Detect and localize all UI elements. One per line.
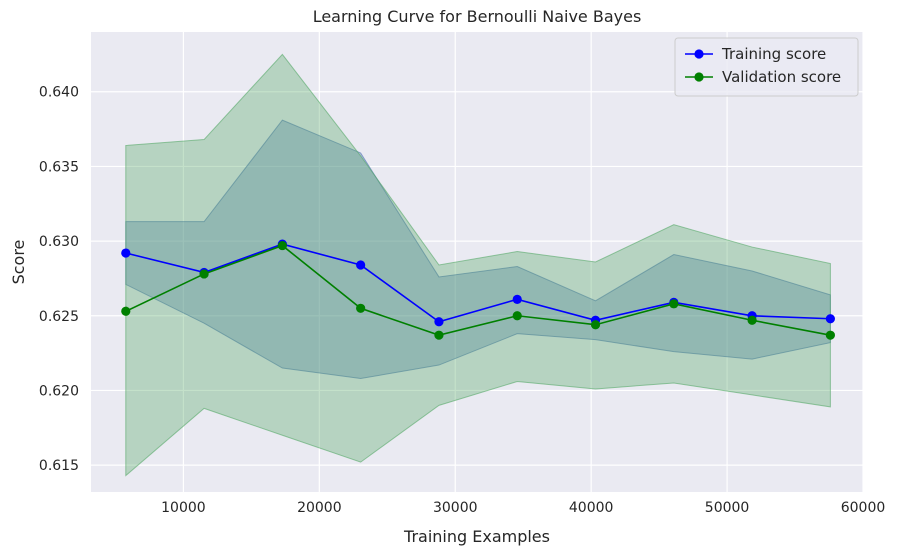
series-1-point (434, 330, 444, 340)
series-1-point (356, 303, 366, 313)
y-tick-label: 0.630 (39, 234, 79, 250)
series-1-point (277, 240, 287, 251)
series-0-point (434, 317, 444, 327)
x-tick-label: 20000 (297, 500, 342, 516)
x-tick-label: 30000 (433, 500, 478, 516)
x-tick-label: 50000 (705, 500, 750, 516)
legend-label-0: Training score (721, 45, 826, 63)
y-axis-label: Score (9, 240, 28, 285)
series-0-line (125, 243, 831, 323)
y-tick-label: 0.635 (39, 159, 79, 175)
series-1-band (125, 53, 831, 477)
series-0-point (512, 294, 522, 304)
legend-label-1: Validation score (722, 68, 841, 86)
legend: Training score Validation score (674, 37, 859, 97)
series-1-point (121, 306, 131, 316)
legend-marker-0 (694, 49, 704, 59)
y-tick-label: 0.620 (39, 383, 79, 399)
series-0-point (825, 314, 835, 324)
series-1-line (125, 244, 831, 337)
plot-area (91, 32, 863, 492)
y-tick-label: 0.615 (39, 458, 79, 474)
series-1-point (512, 311, 522, 321)
series-1-point (199, 269, 209, 279)
chart-title: Learning Curve for Bernoulli Naive Bayes (313, 7, 642, 26)
x-tick-label: 10000 (161, 500, 206, 516)
x-axis-label: Training Examples (403, 527, 550, 546)
series-1-point (669, 299, 679, 309)
legend-marker-1 (694, 72, 704, 82)
score-bands (125, 53, 831, 477)
x-tick-label: 60000 (841, 500, 886, 516)
score-lines (121, 239, 835, 340)
y-tick-label: 0.640 (39, 85, 79, 101)
series-0-point (121, 248, 131, 258)
y-tick-label: 0.625 (39, 309, 79, 325)
y-axis-ticks: 0.615 0.620 0.625 0.630 0.635 0.640 (39, 85, 79, 474)
series-0-point (356, 260, 366, 270)
series-1-point (747, 315, 757, 325)
legend-box (674, 37, 859, 97)
series-1-point (590, 320, 601, 330)
series-1-point (825, 330, 835, 340)
x-tick-label: 40000 (569, 500, 614, 516)
x-axis-ticks: 10000 20000 30000 40000 50000 60000 (161, 500, 885, 516)
